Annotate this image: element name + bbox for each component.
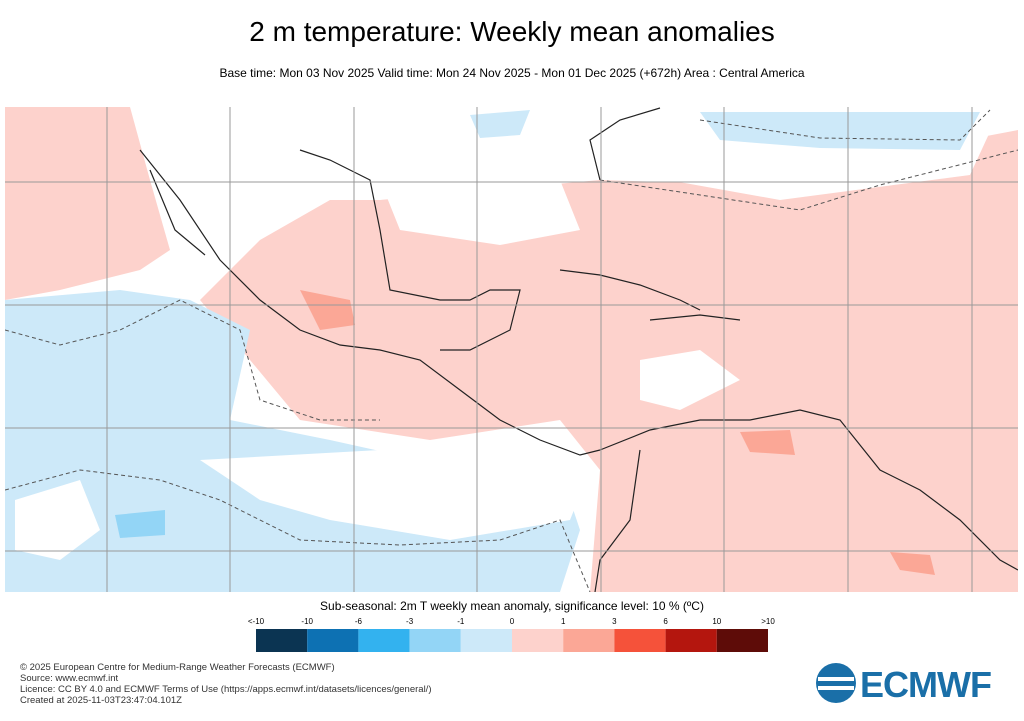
footer-line: Source: www.ecmwf.int: [20, 673, 119, 684]
colorbar-label: 10: [712, 617, 721, 626]
colorbar-label: 3: [612, 617, 617, 626]
colorbar-swatch: [256, 629, 308, 652]
colorbar-label: 6: [663, 617, 668, 626]
colorbar-swatch: [563, 629, 615, 652]
footer-line: Created at 2025-11-03T23:47:04.101Z: [20, 695, 182, 706]
colorbar-label: 1: [561, 617, 566, 626]
colorbar-swatch: [409, 629, 461, 652]
logo-icon: [816, 663, 856, 703]
footer-line: © 2025 European Centre for Medium-Range …: [20, 662, 335, 673]
colorbar-label: -1: [457, 617, 465, 626]
colorbar-swatch: [665, 629, 717, 652]
colorbar-swatch: [307, 629, 359, 652]
colorbar-swatch: [460, 629, 512, 652]
colorbar-label: -10: [301, 617, 313, 626]
footer: © 2025 European Centre for Medium-Range …: [20, 662, 432, 706]
colorbar-label: <-10: [248, 617, 265, 626]
colorbar-swatch: [358, 629, 410, 652]
map-field: [5, 107, 1018, 592]
footer-line: Licence: CC BY 4.0 and ECMWF Terms of Us…: [20, 684, 432, 695]
colorbar-label: 0: [510, 617, 515, 626]
colorbar-label: -6: [355, 617, 363, 626]
colorbar-swatch: [614, 629, 666, 652]
colorbar-swatch: [512, 629, 564, 652]
logo-text: ECMWF: [860, 664, 992, 705]
colorbar-label: >10: [761, 617, 775, 626]
title: 2 m temperature: Weekly mean anomalies: [249, 16, 775, 47]
colorbar-label: -3: [406, 617, 414, 626]
subtitle: Base time: Mon 03 Nov 2025 Valid time: M…: [219, 66, 805, 80]
legend-title: Sub-seasonal: 2m T weekly mean anomaly, …: [320, 599, 704, 613]
colorbar: <-10 -10 -6 -3 -1 0 1 3 6 10 >10: [248, 617, 775, 652]
colorbar-swatch: [716, 629, 768, 652]
